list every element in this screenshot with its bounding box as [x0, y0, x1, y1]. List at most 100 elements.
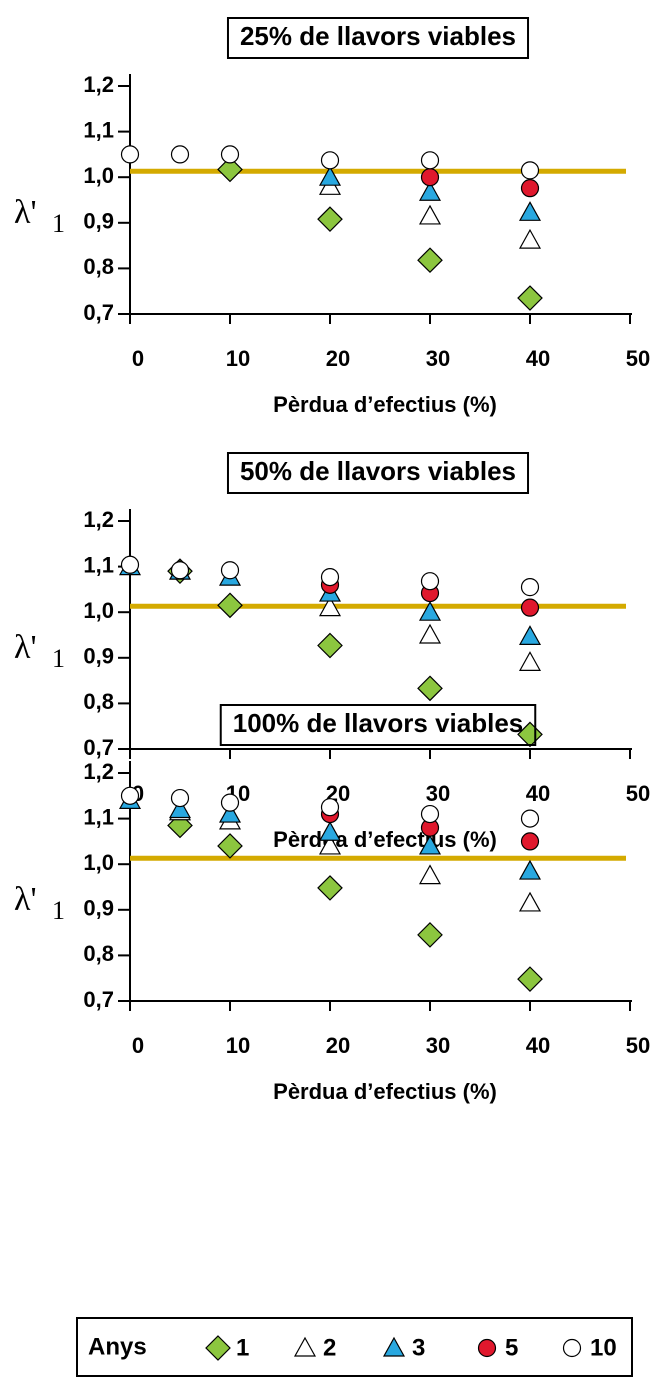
legend-box — [76, 1317, 633, 1377]
y-tick-label: 1,0 — [83, 598, 114, 623]
y-axis-label-sub: 1 — [52, 896, 65, 925]
legend-label: 2 — [323, 1334, 336, 1361]
point — [417, 247, 443, 274]
y-tick-label: 0,7 — [83, 735, 114, 760]
x-tick-label: 0 — [132, 1033, 144, 1058]
point — [318, 165, 342, 186]
point — [518, 625, 542, 645]
x-tick-label: 50 — [626, 1033, 650, 1058]
x-tick-label: 30 — [426, 781, 450, 806]
y-tick-label: 0,9 — [83, 209, 114, 234]
point — [120, 786, 140, 805]
point — [417, 922, 443, 948]
point — [170, 561, 190, 580]
y-tick-label: 0,8 — [83, 254, 114, 279]
legend-marker — [205, 1335, 231, 1361]
point — [518, 651, 542, 671]
legend-marker — [293, 1336, 317, 1357]
x-tick-label: 20 — [326, 346, 350, 371]
y-tick-label: 1,0 — [83, 163, 114, 188]
point — [520, 809, 540, 828]
point — [418, 864, 442, 885]
point — [318, 821, 342, 841]
point — [420, 572, 440, 591]
y-tick-label: 0,7 — [83, 300, 114, 325]
point — [518, 201, 542, 221]
point — [517, 966, 543, 992]
point — [420, 804, 440, 824]
point — [418, 623, 442, 644]
point — [168, 798, 192, 819]
point — [318, 596, 342, 617]
y-tick-label: 1,1 — [83, 552, 114, 577]
point — [218, 802, 242, 823]
y-tick-label: 0,9 — [83, 644, 114, 669]
y-tick-label: 0,9 — [83, 896, 114, 921]
point — [518, 891, 542, 912]
x-tick-label: 50 — [626, 781, 650, 806]
x-axis-label: Pèrdua d’efectius (%) — [273, 392, 497, 417]
legend-label: 10 — [590, 1334, 617, 1361]
title-box — [226, 17, 530, 59]
y-tick-label: 1,2 — [83, 72, 114, 97]
point — [520, 598, 540, 617]
point — [217, 592, 243, 619]
y-tick-label: 0,7 — [83, 987, 114, 1012]
point — [217, 833, 243, 859]
title-box — [219, 704, 537, 746]
title-box — [226, 452, 530, 494]
x-tick-label: 30 — [426, 346, 450, 371]
point — [418, 600, 442, 621]
point — [420, 151, 440, 170]
y-tick-label: 0,8 — [83, 689, 114, 714]
y-axis-label-sub: 1 — [52, 644, 65, 673]
point — [318, 834, 342, 855]
point — [417, 675, 443, 702]
y-tick-label: 1,1 — [83, 804, 114, 829]
chart-title: 50% de llavors viables — [240, 456, 516, 486]
y-tick-label: 1,2 — [83, 759, 114, 784]
point — [317, 875, 343, 901]
point — [418, 834, 442, 855]
point — [217, 156, 243, 183]
x-tick-label: 10 — [226, 1033, 250, 1058]
x-tick-label: 40 — [526, 1033, 550, 1058]
y-axis-label-sub: 1 — [52, 209, 65, 238]
point — [517, 285, 543, 311]
point — [317, 632, 343, 659]
point — [520, 179, 540, 198]
point — [120, 555, 140, 574]
legend-marker — [382, 1336, 406, 1357]
point — [520, 578, 540, 597]
point — [220, 145, 240, 164]
point — [418, 204, 442, 225]
point — [220, 793, 240, 812]
x-tick-label: 10 — [226, 346, 250, 371]
x-tick-label: 50 — [626, 346, 650, 371]
x-tick-label: 40 — [526, 781, 550, 806]
legend-label: 3 — [412, 1334, 425, 1361]
x-tick-label: 40 — [526, 346, 550, 371]
point — [518, 228, 542, 249]
point — [320, 567, 340, 587]
legend-marker — [562, 1338, 582, 1358]
x-axis-label: Pèrdua d’efectius (%) — [273, 827, 497, 852]
x-tick-label: 30 — [426, 1033, 450, 1058]
chart-title: 100% de llavors viables — [233, 708, 524, 738]
legend-title: Anys — [88, 1333, 147, 1360]
x-tick-label: 20 — [326, 1033, 350, 1058]
x-tick-label: 0 — [132, 346, 144, 371]
y-axis-label: λ' — [14, 194, 37, 231]
y-axis-label: λ' — [14, 629, 37, 666]
y-tick-label: 1,1 — [83, 117, 114, 142]
point — [320, 798, 340, 817]
chart-title: 25% de llavors viables — [240, 21, 516, 51]
legend-label: 1 — [236, 1334, 249, 1361]
point — [320, 151, 340, 170]
legend-label: 5 — [505, 1334, 518, 1361]
x-axis-label: Pèrdua d’efectius (%) — [273, 1079, 497, 1104]
point — [520, 832, 540, 851]
point — [170, 788, 190, 808]
y-tick-label: 1,0 — [83, 850, 114, 875]
